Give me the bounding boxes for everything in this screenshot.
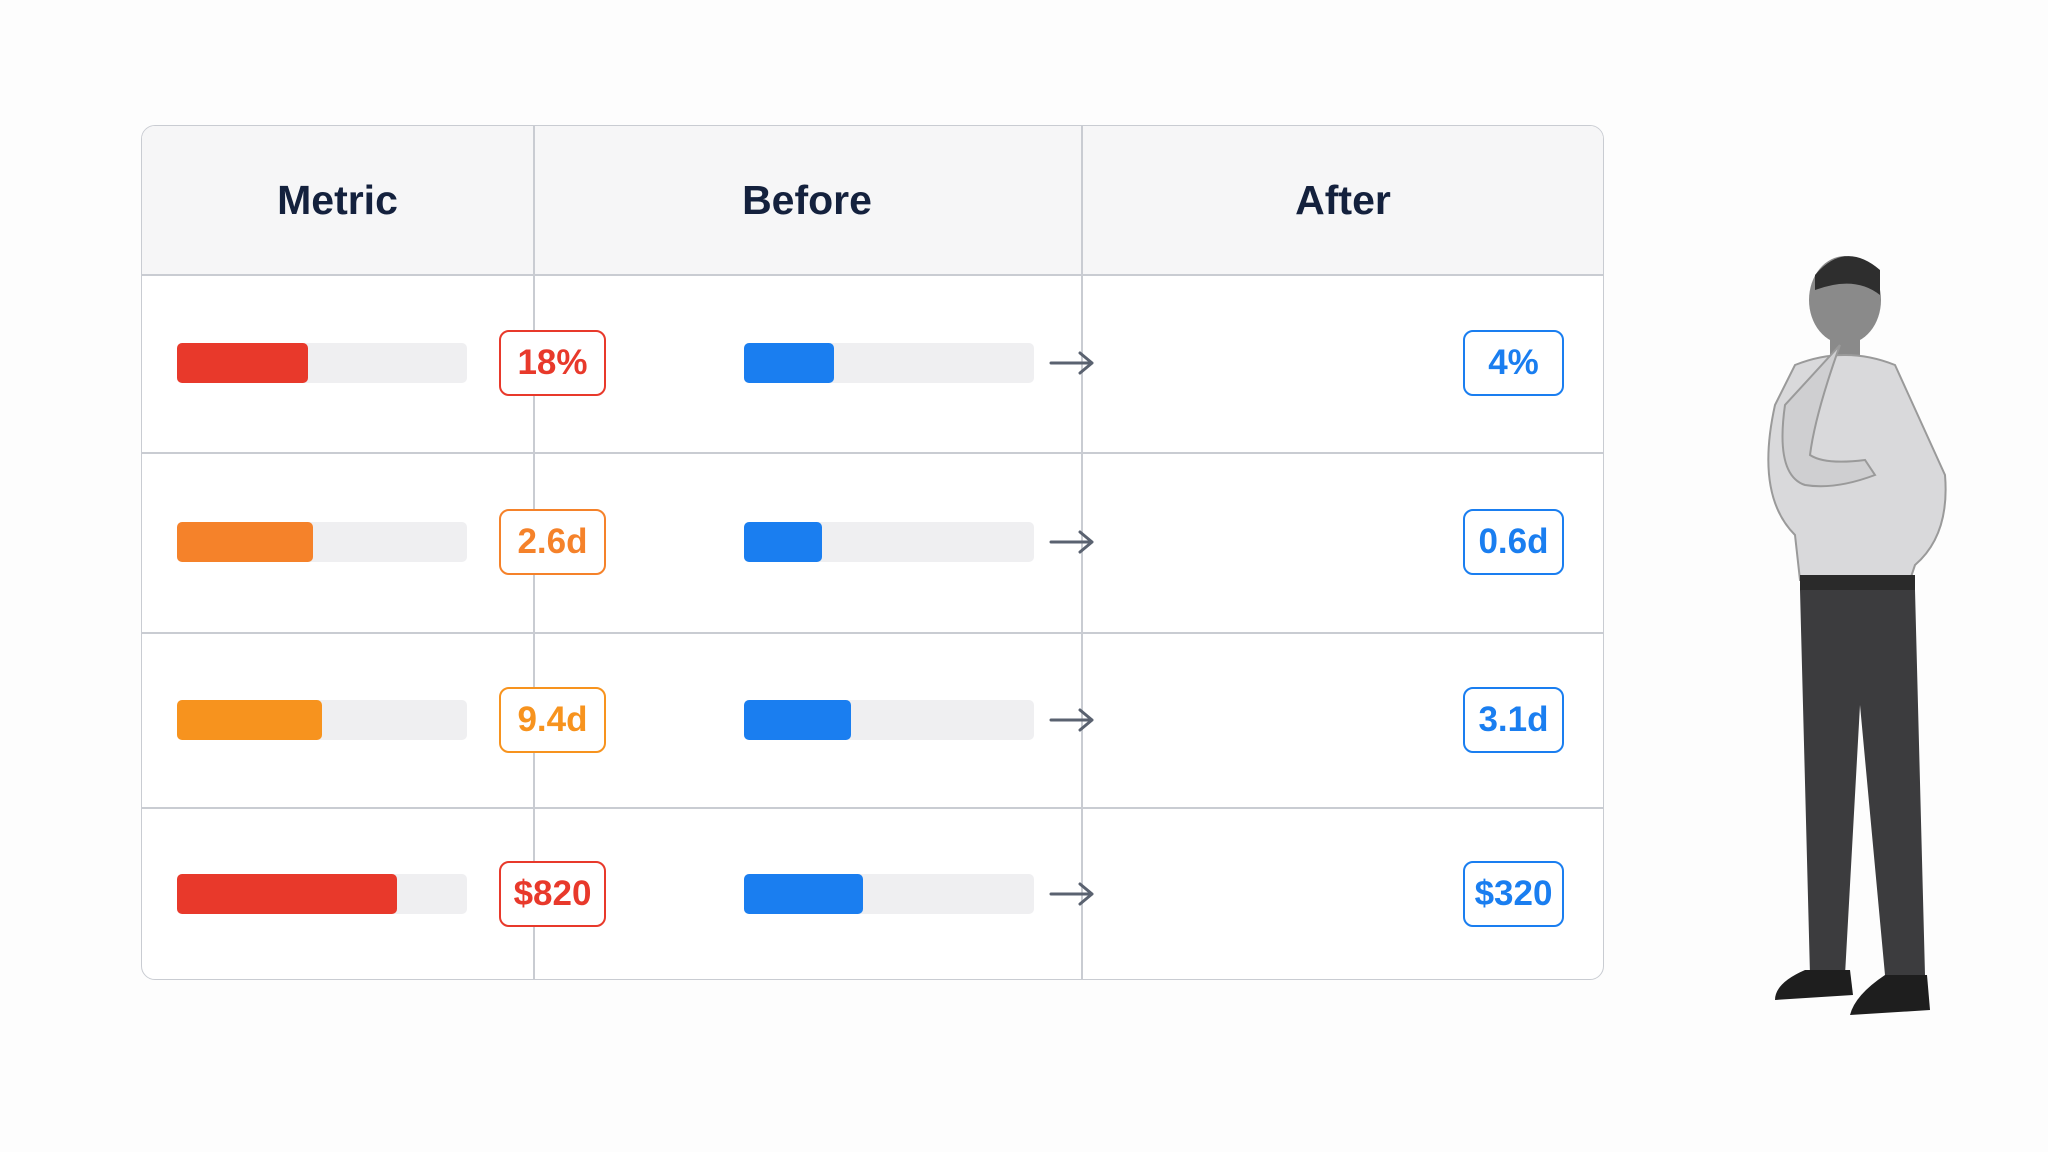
- bar-track: [177, 874, 467, 914]
- header-cell: Before: [742, 177, 872, 223]
- comparison-table: MetricBeforeAfterRework18%4%Handoff dela…: [141, 125, 1604, 980]
- value-badge: 4%: [1463, 330, 1564, 396]
- bar-fill: [744, 343, 834, 383]
- bar-fill: [744, 874, 863, 914]
- bar-fill: [177, 699, 322, 740]
- row-divider: [142, 632, 1603, 634]
- value-badge: 3.1d: [1463, 686, 1564, 753]
- row-divider: [142, 452, 1603, 454]
- value-badge: 9.4d: [499, 686, 606, 753]
- bar-track: [177, 699, 467, 740]
- bar-fill: [177, 522, 314, 562]
- arrow: [1049, 708, 1094, 731]
- arrow: [1049, 351, 1094, 375]
- header-cell: After: [1295, 177, 1391, 223]
- bar-track: [177, 343, 467, 383]
- bar-track: [744, 699, 1034, 740]
- column-divider: [1081, 126, 1083, 979]
- bar-track: [744, 343, 1034, 383]
- bar-fill: [744, 522, 823, 562]
- row-divider: [142, 807, 1603, 809]
- header-cell: Metric: [277, 177, 398, 223]
- value-badge: 18%: [499, 330, 606, 396]
- value-badge: 0.6d: [1463, 509, 1564, 575]
- bar-track: [177, 522, 467, 562]
- bar-fill: [744, 699, 852, 740]
- person-illustration: [1767, 256, 1947, 1015]
- value-badge: $820: [499, 861, 606, 927]
- bar-track: [744, 522, 1034, 562]
- row-divider: [142, 274, 1603, 276]
- value-badge: $320: [1463, 861, 1564, 927]
- bar-fill: [177, 343, 308, 383]
- arrow: [1049, 530, 1094, 554]
- bar-track: [744, 874, 1034, 914]
- value-badge: 2.6d: [499, 509, 606, 575]
- header-row: [142, 126, 1603, 274]
- arrow: [1049, 882, 1094, 906]
- bar-fill: [177, 874, 398, 914]
